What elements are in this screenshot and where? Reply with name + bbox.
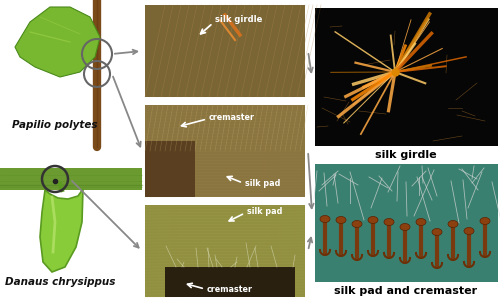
Ellipse shape [336, 217, 346, 223]
Text: silk pad: silk pad [245, 179, 280, 188]
Ellipse shape [480, 217, 490, 224]
Ellipse shape [448, 220, 458, 227]
Ellipse shape [432, 229, 442, 236]
Ellipse shape [400, 223, 410, 230]
Text: cremaster: cremaster [207, 285, 253, 294]
Text: silk girdle: silk girdle [375, 150, 437, 160]
Text: silk pad: silk pad [247, 207, 282, 216]
Polygon shape [40, 189, 83, 272]
Ellipse shape [352, 220, 362, 227]
Polygon shape [15, 7, 100, 77]
Text: silk girdle: silk girdle [215, 14, 262, 24]
Bar [145, 141, 195, 197]
Bar [145, 5, 305, 97]
Bar [145, 105, 305, 197]
Bar [315, 8, 498, 146]
Bar [145, 205, 305, 297]
Bar [315, 164, 498, 282]
Bar [0, 0, 142, 302]
Text: cremaster: cremaster [209, 113, 255, 121]
Ellipse shape [416, 219, 426, 226]
Bar [145, 205, 305, 297]
Ellipse shape [320, 216, 330, 223]
Ellipse shape [384, 219, 394, 226]
Ellipse shape [464, 227, 474, 234]
Text: Papilio polytes: Papilio polytes [12, 120, 98, 130]
Bar [165, 267, 295, 297]
Bar [0, 168, 142, 190]
Text: Danaus chrysippus: Danaus chrysippus [5, 277, 116, 287]
Text: silk pad and cremaster: silk pad and cremaster [334, 286, 478, 296]
Ellipse shape [368, 217, 378, 223]
